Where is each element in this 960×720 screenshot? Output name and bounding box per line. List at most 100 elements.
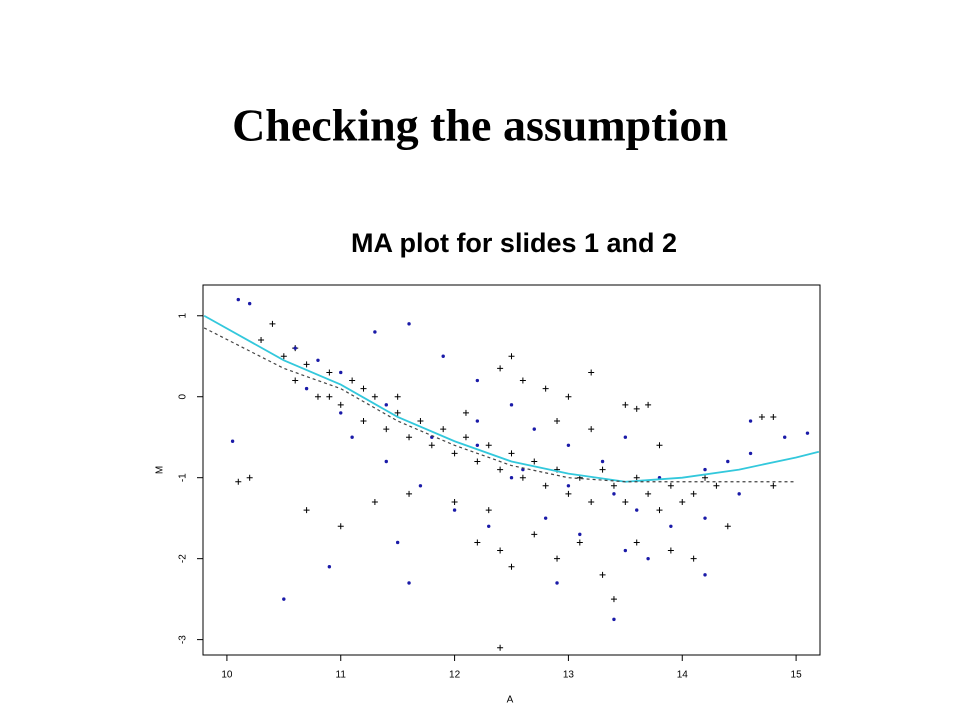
point xyxy=(230,439,235,443)
point xyxy=(690,490,697,497)
point xyxy=(610,596,617,603)
point xyxy=(690,555,697,562)
point xyxy=(282,597,286,601)
point xyxy=(417,418,424,425)
x-tick-label: 14 xyxy=(677,670,689,681)
point xyxy=(428,442,435,449)
point xyxy=(588,498,595,505)
point xyxy=(485,442,492,449)
point xyxy=(508,563,515,570)
point xyxy=(384,459,388,464)
point xyxy=(646,556,650,561)
point xyxy=(497,365,504,372)
point xyxy=(326,369,333,376)
point xyxy=(713,482,720,489)
point xyxy=(497,547,504,554)
point xyxy=(656,442,663,449)
point xyxy=(327,565,332,569)
point xyxy=(360,418,367,425)
x-tick-label: 12 xyxy=(449,670,461,681)
point xyxy=(669,524,673,528)
point xyxy=(726,459,730,464)
point xyxy=(633,539,640,546)
point xyxy=(487,524,491,528)
point xyxy=(236,297,240,302)
point xyxy=(350,435,354,439)
point xyxy=(770,482,777,489)
point xyxy=(406,434,413,441)
point xyxy=(509,475,514,480)
point xyxy=(656,507,663,514)
point xyxy=(451,498,458,505)
point xyxy=(337,401,344,408)
point xyxy=(622,401,629,408)
point xyxy=(451,450,458,457)
point xyxy=(373,330,377,334)
point xyxy=(623,548,628,553)
point xyxy=(703,467,707,472)
point xyxy=(339,411,343,415)
y-tick-label: 0 xyxy=(178,394,189,400)
plot-area xyxy=(203,297,820,651)
point xyxy=(485,507,492,514)
point xyxy=(623,435,628,439)
point xyxy=(452,508,457,512)
point xyxy=(475,378,480,383)
point xyxy=(588,369,595,376)
x-tick-label: 11 xyxy=(336,670,347,681)
trend-line xyxy=(203,327,797,483)
point xyxy=(612,617,616,622)
point xyxy=(292,377,299,384)
point xyxy=(645,490,652,497)
point xyxy=(519,474,526,481)
y-tick-label: -3 xyxy=(178,635,189,644)
point xyxy=(724,523,731,530)
x-tick-label: 10 xyxy=(221,670,233,681)
y-axis-label: M xyxy=(155,466,166,474)
y-tick-label: 1 xyxy=(178,313,189,319)
plot-frame xyxy=(202,284,821,656)
point xyxy=(509,403,514,407)
point xyxy=(737,492,741,496)
trend-line xyxy=(203,314,820,483)
point xyxy=(566,443,571,448)
x-tick-label: 15 xyxy=(791,670,803,681)
point xyxy=(633,474,640,481)
x-tick-label: 13 xyxy=(563,670,575,681)
point xyxy=(339,370,343,375)
point xyxy=(269,320,276,327)
point xyxy=(805,431,810,435)
point xyxy=(235,478,242,485)
point xyxy=(703,573,707,577)
point xyxy=(555,581,559,585)
x-axis-label: A xyxy=(507,695,514,706)
point xyxy=(748,419,753,423)
point xyxy=(635,508,639,512)
point xyxy=(667,482,674,489)
point xyxy=(599,466,606,473)
point xyxy=(588,426,595,433)
point xyxy=(497,466,504,473)
point xyxy=(508,353,515,360)
point xyxy=(542,482,549,489)
point xyxy=(304,386,309,391)
point xyxy=(316,358,320,362)
point xyxy=(599,571,606,578)
point xyxy=(303,507,310,514)
point xyxy=(565,393,572,400)
point xyxy=(566,484,571,488)
point xyxy=(407,581,411,585)
point xyxy=(542,385,549,392)
point xyxy=(441,354,445,358)
point xyxy=(474,458,481,465)
point xyxy=(554,555,561,562)
point xyxy=(394,393,401,400)
point xyxy=(326,393,333,400)
point xyxy=(532,427,536,431)
point xyxy=(475,443,480,448)
slide-title: Checking the assumption xyxy=(232,100,728,151)
point xyxy=(314,393,321,400)
point xyxy=(748,451,753,456)
